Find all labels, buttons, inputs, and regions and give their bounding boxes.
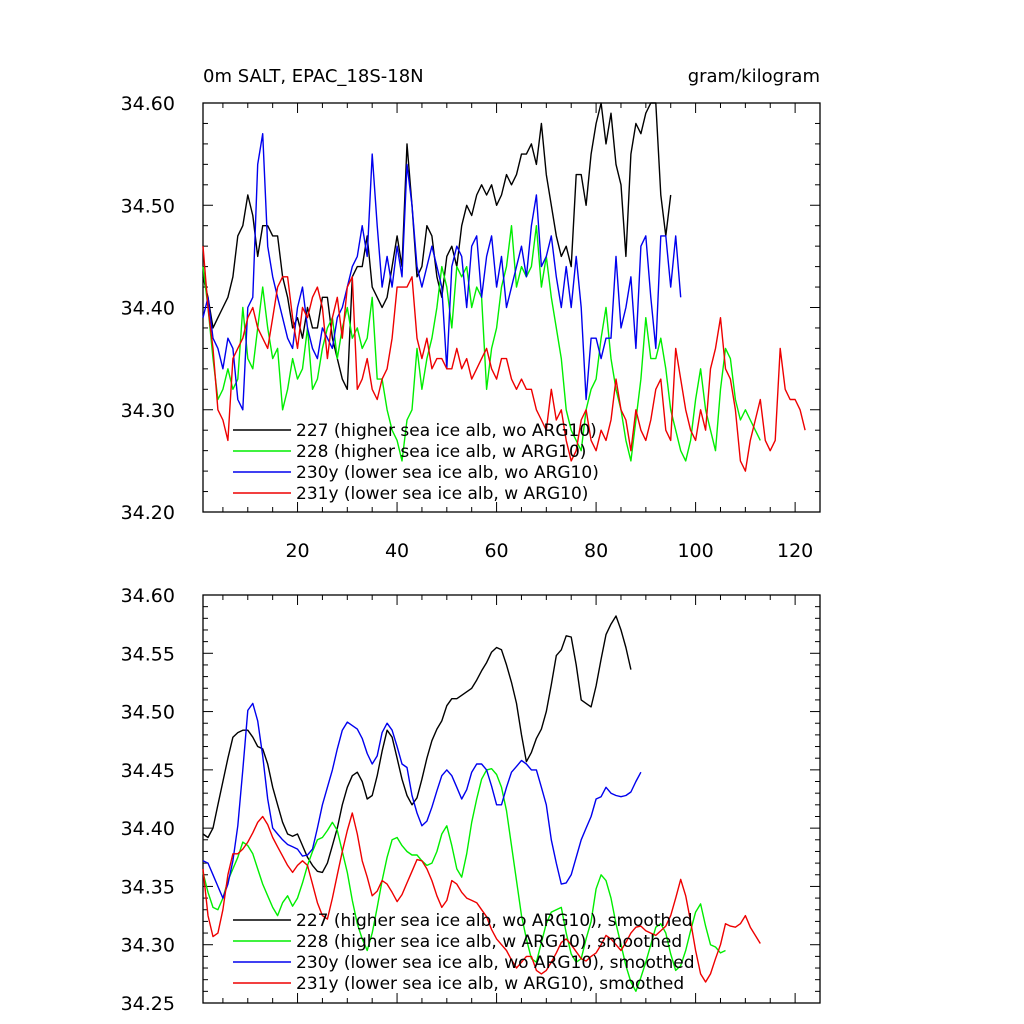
legend-label-228: 228 (higher sea ice alb, w ARG10), smoot… (296, 932, 682, 952)
plot-frame (202, 594, 821, 1004)
x-tick-label: 60 (484, 540, 508, 562)
x-tick-label: 20 (285, 540, 309, 562)
legend-label-230y: 230y (lower sea ice alb, wo ARG10) (296, 463, 599, 483)
y-tick-label: 34.25 (121, 993, 175, 1015)
legend-label-231y: 231y (lower sea ice alb, w ARG10), smoot… (296, 974, 684, 994)
legend: 227 (higher sea ice alb, wo ARG10), smoo… (233, 911, 695, 994)
legend-label-231y: 231y (lower sea ice alb, w ARG10) (296, 484, 588, 504)
y-tick-label: 34.45 (121, 760, 175, 782)
y-tick-label: 34.55 (121, 643, 175, 665)
x-tick-label: 40 (385, 540, 409, 562)
bottom-panel: 34.25 34.30 34.35 34.40 34.45 34.50 34.55 34.60… (121, 585, 821, 1015)
y-tick-label: 34.60 (121, 585, 175, 607)
y-tick-label: 34.35 (121, 876, 175, 898)
x-tick-label: 80 (584, 540, 608, 562)
legend-label-230y: 230y (lower sea ice alb, wo ARG10), smoo… (296, 953, 695, 973)
chart-title: 0m SALT, EPAC_18S-18N (203, 66, 424, 87)
legend-label-227: 227 (higher sea ice alb, wo ARG10), smoo… (296, 911, 693, 931)
series-230y-line (202, 702, 642, 899)
y-tick-label: 34.20 (121, 502, 175, 524)
y-tick-label: 34.50 (121, 702, 175, 724)
x-tick-label: 120 (777, 540, 813, 562)
legend: 227 (higher sea ice alb, wo ARG10)228 (h… (233, 421, 599, 504)
top-panel: 20 40 60 80 100 120 34.20 34.30 34.40 34.50 34.60 2… (121, 93, 821, 562)
legend-label-227: 227 (higher sea ice alb, wo ARG10) (296, 421, 597, 441)
series-230y-line (202, 132, 682, 411)
series-231y-line (202, 246, 806, 472)
x-tick-label: 100 (677, 540, 713, 562)
y-tick-label: 34.40 (121, 818, 175, 840)
series-228-line (202, 768, 726, 992)
legend-label-228: 228 (higher sea ice alb, w ARG10) (296, 442, 586, 462)
series-231y-line (202, 812, 761, 983)
units-label: gram/kilogram (688, 66, 820, 87)
series-227-line (202, 615, 632, 874)
y-tick-label: 34.50 (121, 195, 175, 217)
series-227-line (202, 102, 672, 390)
y-tick-label: 34.60 (121, 93, 175, 115)
y-tick-label: 34.30 (121, 935, 175, 957)
y-tick-label: 34.30 (121, 400, 175, 422)
y-tick-label: 34.40 (121, 298, 175, 320)
